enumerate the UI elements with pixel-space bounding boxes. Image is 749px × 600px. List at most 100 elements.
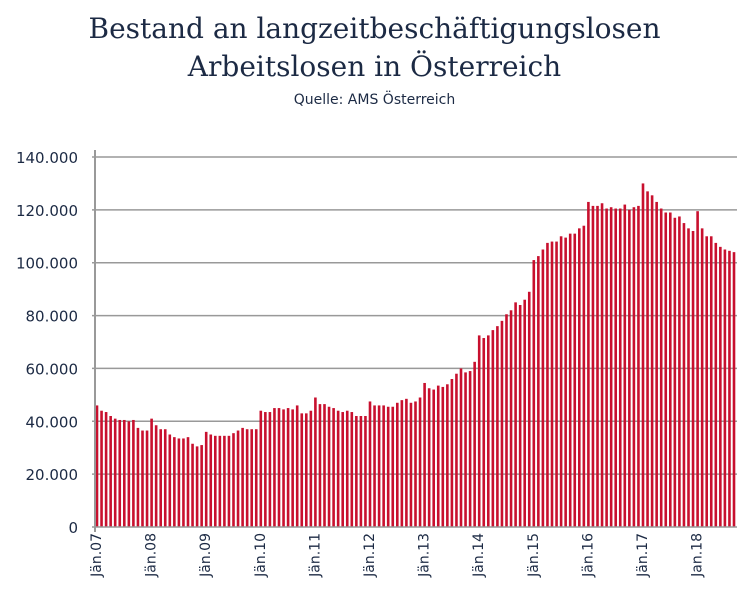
bar [200,445,203,527]
y-tick-label: 120.000 [16,202,78,220]
bar [214,435,217,527]
bar [355,416,358,527]
bar [314,397,317,527]
bar [441,386,445,527]
x-tick-label: Jän.13 [417,533,433,578]
x-tick-label: Jän.07 [89,533,105,578]
bar [132,419,135,527]
bar [159,429,162,527]
bar [650,195,654,528]
bar [100,410,103,527]
y-tick-label: 40.000 [26,413,79,431]
y-tick-label: 60.000 [26,360,79,378]
x-tick-label: Jän.14 [471,533,487,578]
bar [168,434,172,527]
bar [728,250,731,528]
bar [396,402,399,527]
bar [254,429,258,527]
bar [605,208,608,528]
y-tick-label: 0 [68,519,78,537]
bar [523,299,526,527]
bar [673,217,677,528]
bar [386,406,390,527]
bar [373,405,376,527]
chart-title: Bestand an langzeitbeschäftigungslosen A… [0,10,749,86]
bar [641,183,645,527]
x-tick-label: Jän.17 [635,533,651,578]
bar [195,446,199,527]
bar [473,361,476,527]
bar [123,419,126,527]
bar [532,260,536,527]
bar [223,435,226,527]
bar [664,212,668,527]
bar [323,404,326,527]
y-tick-label: 140.000 [16,149,78,167]
bar [145,430,149,527]
bar [391,406,395,527]
bar [182,438,185,527]
bar [300,413,304,527]
bar [678,216,681,527]
bar [154,425,158,527]
bar [496,326,499,527]
bar [209,434,213,527]
y-tick-label: 100.000 [16,255,78,273]
bar [546,242,549,527]
bar [696,211,699,527]
bar [432,389,435,527]
bar [368,401,372,527]
bar [505,314,508,527]
bar [382,405,385,527]
bar [709,236,713,528]
bar [250,429,253,527]
bar [509,310,513,527]
bar [464,372,467,527]
bar [377,405,381,527]
bar [127,421,131,527]
bar [163,429,167,527]
bar [482,338,486,527]
bar [618,208,622,528]
bar [186,437,190,527]
bar [596,205,599,527]
bar [646,191,649,527]
x-tick-label: Jän.08 [144,533,160,578]
bar [350,412,354,527]
bar [423,382,426,527]
chart-subtitle: Quelle: AMS Österreich [293,92,456,108]
bar [264,412,267,527]
bar [582,225,586,527]
bar [609,207,613,527]
bar [628,209,631,527]
x-tick-label: Jän.10 [253,533,269,578]
x-tick-label: Jan.18 [690,533,706,578]
bar [345,410,349,527]
chart-title-line-1: Bestand an langzeitbeschäftigungslosen [88,12,661,45]
bar [700,228,704,527]
bar [236,430,240,527]
bar [305,413,308,527]
y-tick-label: 80.000 [26,308,79,326]
bar [113,418,117,527]
bar [623,204,627,528]
bar [705,236,708,528]
bar [468,371,472,527]
bar [455,373,458,527]
bar [204,431,208,527]
bar [268,412,272,527]
bar [591,205,595,527]
bar [459,368,463,527]
bar [359,416,363,527]
bar [118,419,122,527]
bar [682,223,686,528]
bar [723,249,727,527]
bar [141,430,144,527]
bar [245,429,249,527]
bar [637,205,640,527]
bar [500,320,504,527]
bar [573,233,577,527]
bar [218,435,222,527]
bar [719,246,722,527]
